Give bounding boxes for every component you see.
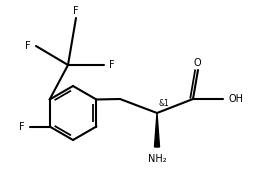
Text: OH: OH: [229, 94, 244, 104]
Text: O: O: [193, 58, 201, 68]
Text: F: F: [109, 60, 115, 70]
Text: F: F: [19, 121, 25, 132]
Text: F: F: [25, 41, 31, 51]
Polygon shape: [155, 113, 159, 147]
Text: F: F: [73, 6, 79, 16]
Text: NH₂: NH₂: [148, 154, 166, 164]
Text: &1: &1: [159, 99, 170, 108]
